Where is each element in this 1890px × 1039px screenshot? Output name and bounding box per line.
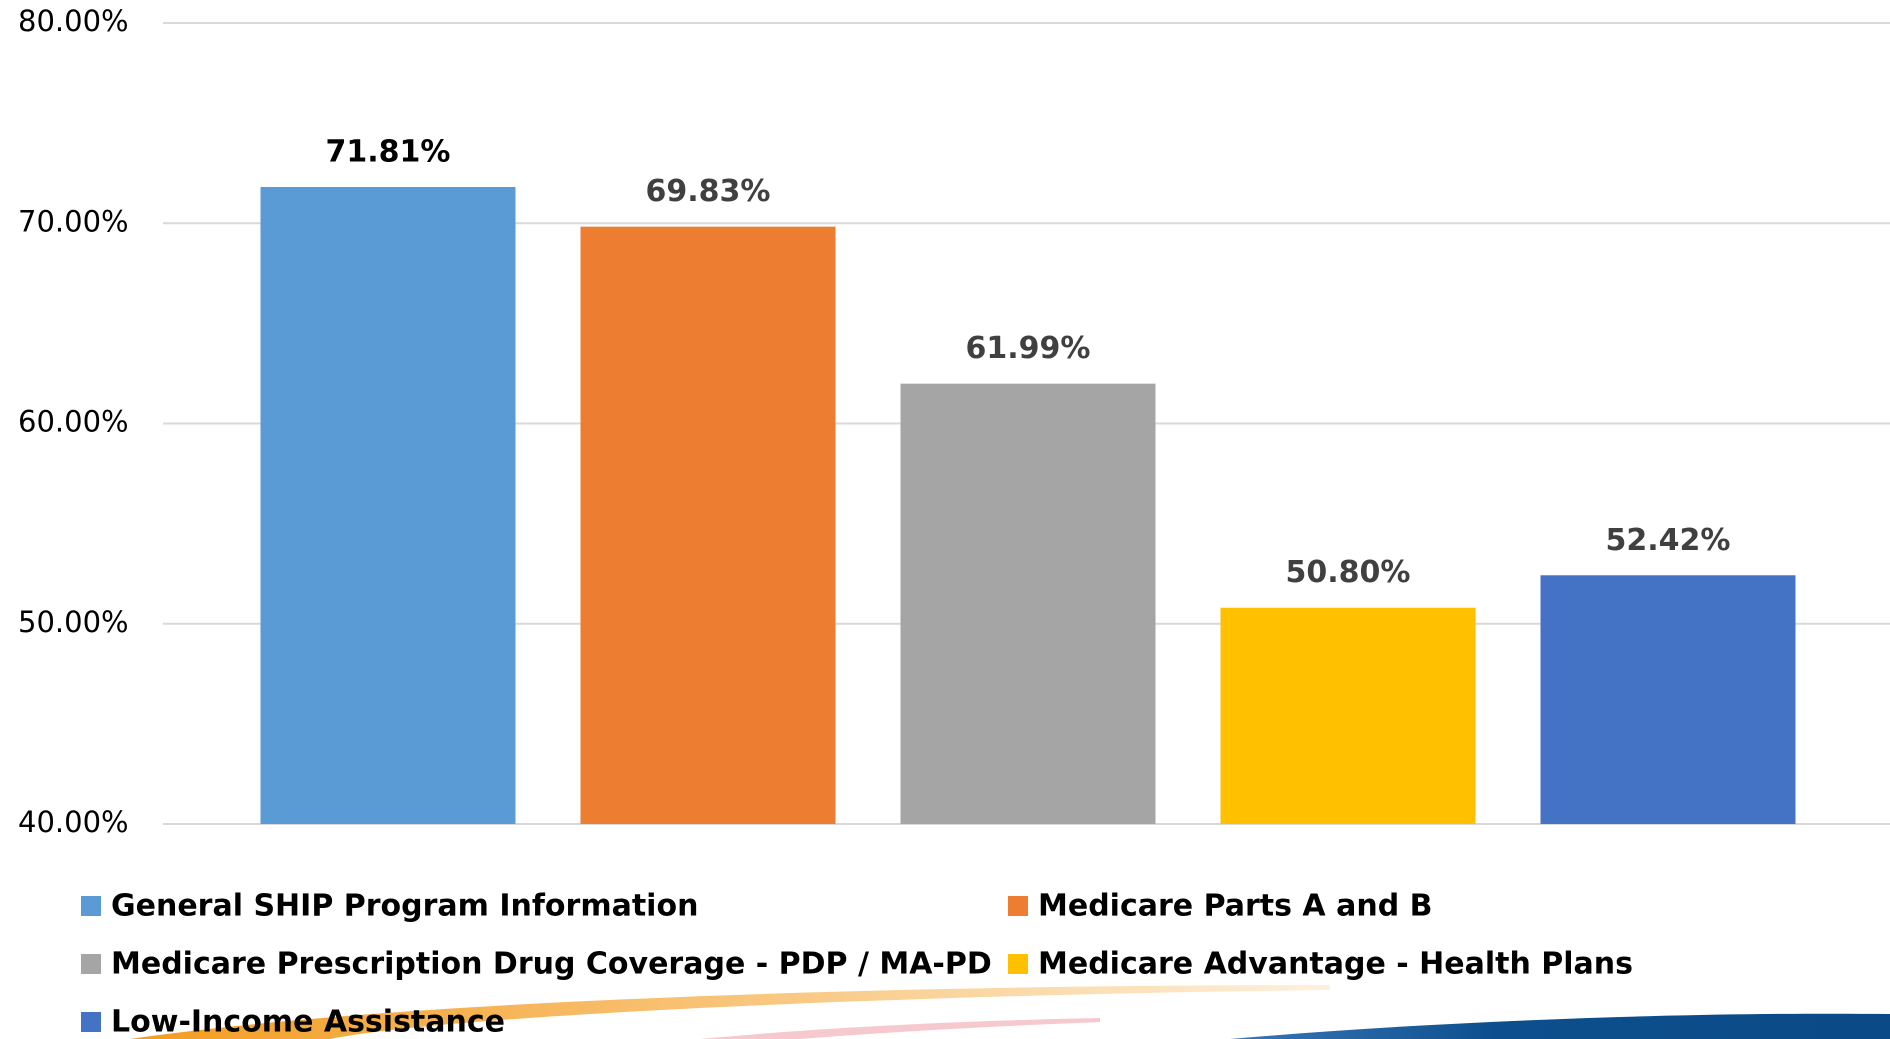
data-label: 71.81% (326, 135, 451, 170)
data-label: 52.42% (1606, 523, 1731, 558)
legend-swatch (81, 1012, 101, 1032)
legend-label: Low-Income Assistance (111, 1005, 505, 1039)
legend-label: Medicare Parts A and B (1038, 889, 1432, 924)
legend-swatch (1008, 896, 1028, 916)
y-tick-label: 40.00% (18, 805, 129, 839)
y-tick-label: 50.00% (18, 605, 129, 639)
bar (580, 226, 836, 825)
decoration (130, 985, 1890, 1039)
bar (260, 187, 516, 824)
data-label: 61.99% (966, 331, 1091, 366)
data-label: 50.80% (1286, 555, 1411, 590)
y-tick-label: 60.00% (18, 405, 129, 439)
bar (900, 383, 1156, 824)
y-tick-label: 80.00% (18, 4, 129, 38)
data-label: 69.83% (646, 174, 771, 209)
bar (1220, 607, 1476, 824)
legend-swatch (81, 896, 101, 916)
bar (1540, 575, 1796, 824)
legend-label: Medicare Advantage - Health Plans (1038, 947, 1633, 982)
y-tick-label: 70.00% (18, 204, 129, 238)
legend-label: Medicare Prescription Drug Coverage - PD… (111, 947, 992, 982)
legend-label: General SHIP Program Information (111, 889, 698, 924)
legend-swatch (1008, 954, 1028, 974)
legend-swatch (81, 954, 101, 974)
